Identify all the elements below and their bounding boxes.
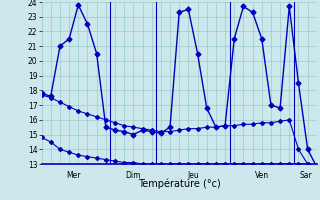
- Text: Jeu: Jeu: [187, 171, 199, 180]
- Text: Température (°c): Température (°c): [138, 179, 220, 189]
- Text: Dim: Dim: [125, 171, 141, 180]
- Text: Ven: Ven: [255, 171, 269, 180]
- Text: Mer: Mer: [67, 171, 81, 180]
- Text: Sar: Sar: [300, 171, 312, 180]
